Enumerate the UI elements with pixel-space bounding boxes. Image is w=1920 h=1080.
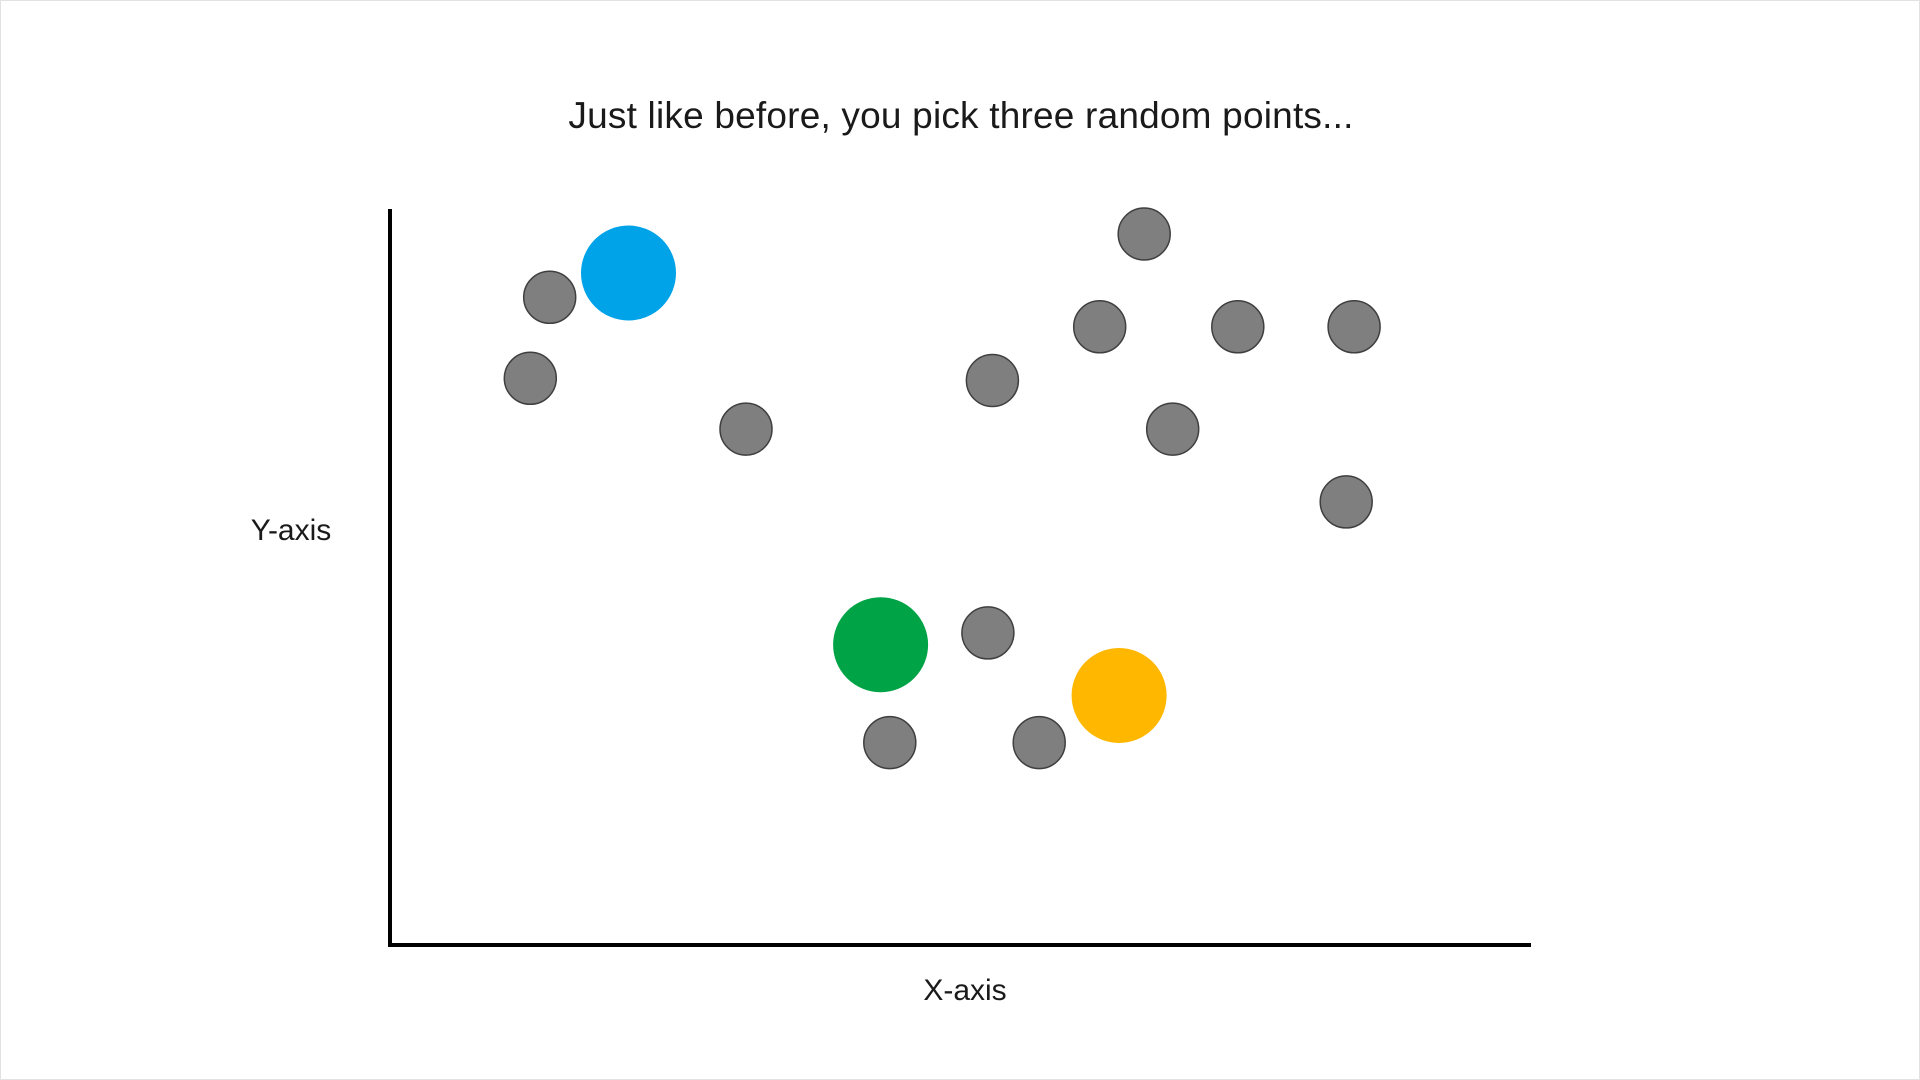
data-point-gray bbox=[719, 402, 773, 456]
data-point-gray bbox=[961, 606, 1015, 660]
data-point-gray bbox=[1327, 300, 1381, 354]
data-point-gray bbox=[1145, 402, 1200, 456]
data-point-gray bbox=[1117, 207, 1171, 261]
data-point-gray bbox=[965, 353, 1020, 408]
data-point-gray bbox=[1012, 715, 1066, 770]
data-point-gray bbox=[1319, 475, 1373, 529]
data-point-gray bbox=[503, 351, 558, 406]
data-point-gray bbox=[1211, 300, 1265, 354]
data-point-highlighted bbox=[833, 597, 929, 693]
data-point-highlighted bbox=[581, 225, 676, 321]
chart-title: Just like before, you pick three random … bbox=[568, 95, 1354, 136]
data-point-gray bbox=[863, 715, 917, 770]
data-point-gray bbox=[522, 270, 577, 325]
data-point-highlighted bbox=[1071, 648, 1167, 743]
x-axis-label: X-axis bbox=[923, 974, 1007, 1007]
data-point-gray bbox=[1072, 300, 1127, 354]
y-axis-label: Y-axis bbox=[250, 514, 332, 547]
